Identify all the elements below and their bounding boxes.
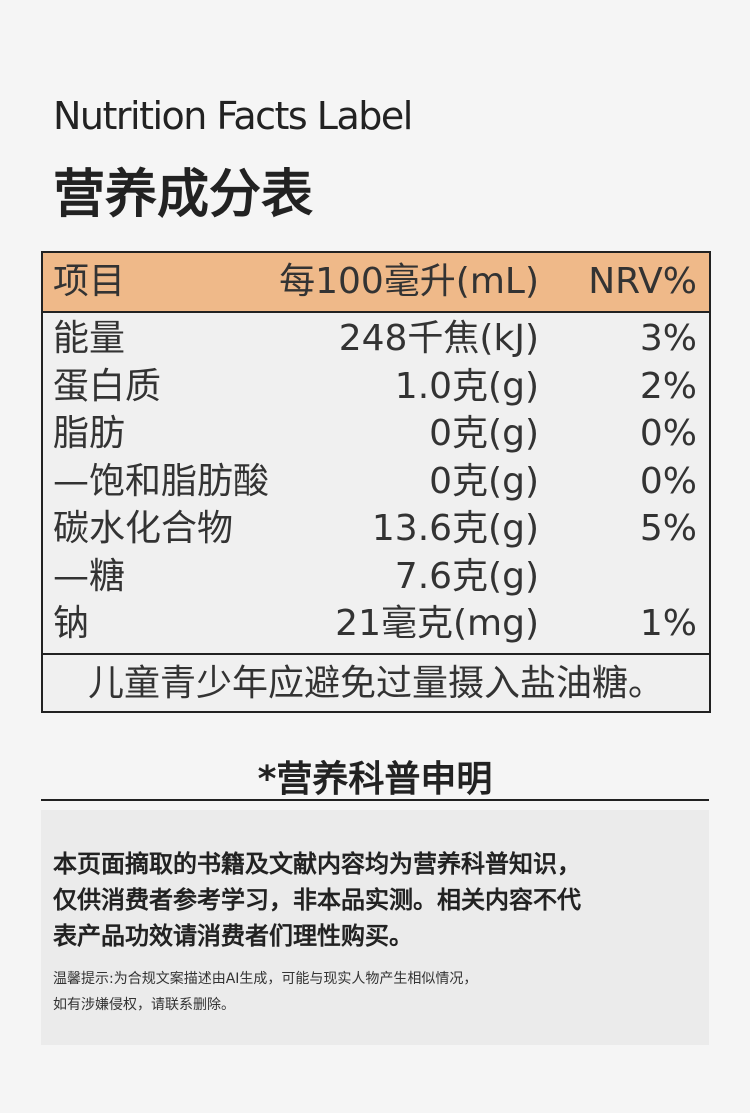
disclaimer-box: 本页面摘取的书籍及文献内容均为营养科普知识， 仅供消费者参考学习，非本品实测。相关… [41, 810, 709, 1045]
disclaimer-note: 如有涉嫌侵权，请联系删除。 [53, 997, 235, 1013]
table-row: 碳水化合物 13.6克(g) 5% [43, 505, 709, 552]
table-row: 脂肪 0克(g) 0% [43, 410, 709, 457]
table-cell: 7.6克(g) [394, 555, 539, 597]
table-footer: 儿童青少年应避免过量摄入盐油糖。 [43, 653, 709, 713]
table-header: 项目 每100毫升(mL) NRV% [43, 253, 709, 313]
table-cell: 0% [639, 413, 697, 454]
header-cell: 每100毫升(mL) [279, 261, 539, 302]
table-row: —饱和脂肪酸 0克(g) 0% [43, 458, 709, 505]
table-cell: 能量 [53, 318, 126, 359]
table-cell: 3% [639, 318, 697, 359]
table-cell: —饱和脂肪酸 [53, 460, 270, 502]
table-cell: 脂肪 [53, 413, 126, 454]
table-cell: 碳水化合物 [53, 508, 234, 549]
table-row: 蛋白质 1.0克(g) 2% [43, 363, 709, 410]
table-row: 钠 21毫克(mg) 1% [43, 600, 709, 647]
divider [41, 799, 709, 801]
table-cell: 21毫克(mg) [335, 603, 539, 644]
table-cell: 1% [639, 603, 697, 644]
table-cell: 5% [639, 508, 697, 549]
table-cell: 13.6克(g) [371, 508, 539, 549]
title-en: Nutrition Facts Label [53, 94, 413, 138]
header-cell: NRV% [588, 261, 697, 302]
table-cell: 0克(g) [429, 460, 539, 502]
table-cell: 1.0克(g) [394, 365, 539, 407]
table-row: 能量 248千焦(kJ) 3% [43, 315, 709, 362]
table-cell: 0% [639, 460, 697, 502]
table-cell: 2% [639, 365, 697, 407]
header-cell: 项目 [53, 261, 126, 302]
table-cell: 钠 [53, 603, 90, 644]
disclaimer-body: 表产品功效请消费者们理性购买。 [53, 922, 413, 950]
nutrition-table: 项目 每100毫升(mL) NRV% 儿童青少年应避免过量摄入盐油糖。 能量 248千… [41, 251, 711, 713]
table-cell: 248千焦(kJ) [338, 318, 539, 359]
disclaimer-title: *营养科普申明 [257, 759, 493, 800]
table-cell: —糖 [53, 555, 126, 597]
disclaimer-note: 温馨提示:为合规文案描述由AI生成，可能与现实人物产生相似情况， [53, 971, 478, 987]
table-cell: 蛋白质 [53, 365, 162, 407]
disclaimer-body: 仅供消费者参考学习，非本品实测。相关内容不代 [53, 886, 581, 914]
table-cell: 0克(g) [429, 413, 539, 454]
table-row: —糖 7.6克(g) [43, 553, 709, 600]
disclaimer-body: 本页面摘取的书籍及文献内容均为营养科普知识， [53, 850, 581, 878]
title-zh: 营养成分表 [53, 165, 314, 225]
